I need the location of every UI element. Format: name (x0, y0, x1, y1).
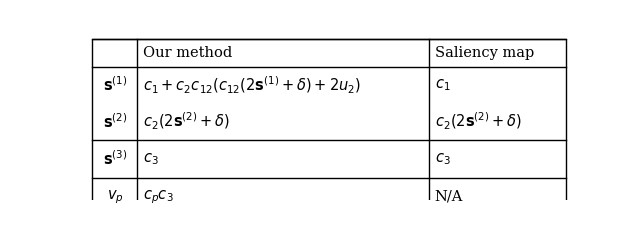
Text: $\mathbf{s}^{(2)}$: $\mathbf{s}^{(2)}$ (102, 112, 127, 131)
Text: $c_3$: $c_3$ (435, 151, 451, 166)
Text: $c_1$: $c_1$ (435, 77, 450, 93)
Text: $v_p$: $v_p$ (106, 188, 124, 206)
Text: Saliency map: Saliency map (435, 46, 534, 60)
Text: N/A: N/A (435, 190, 463, 204)
Text: $c_3$: $c_3$ (143, 151, 159, 166)
Text: $\mathbf{s}^{(3)}$: $\mathbf{s}^{(3)}$ (102, 149, 127, 168)
Text: Our method: Our method (143, 46, 232, 60)
Text: $c_1 + c_2c_{12}(c_{12}(2\mathbf{s}^{(1)} + \delta) + 2u_2)$: $c_1 + c_2c_{12}(c_{12}(2\mathbf{s}^{(1)… (143, 74, 362, 96)
Text: $c_2(2\mathbf{s}^{(2)} + \delta)$: $c_2(2\mathbf{s}^{(2)} + \delta)$ (435, 111, 522, 132)
Text: $\mathbf{s}^{(1)}$: $\mathbf{s}^{(1)}$ (102, 76, 127, 94)
Text: $c_pc_3$: $c_pc_3$ (143, 188, 174, 206)
Text: $c_2(2\mathbf{s}^{(2)} + \delta)$: $c_2(2\mathbf{s}^{(2)} + \delta)$ (143, 111, 230, 132)
